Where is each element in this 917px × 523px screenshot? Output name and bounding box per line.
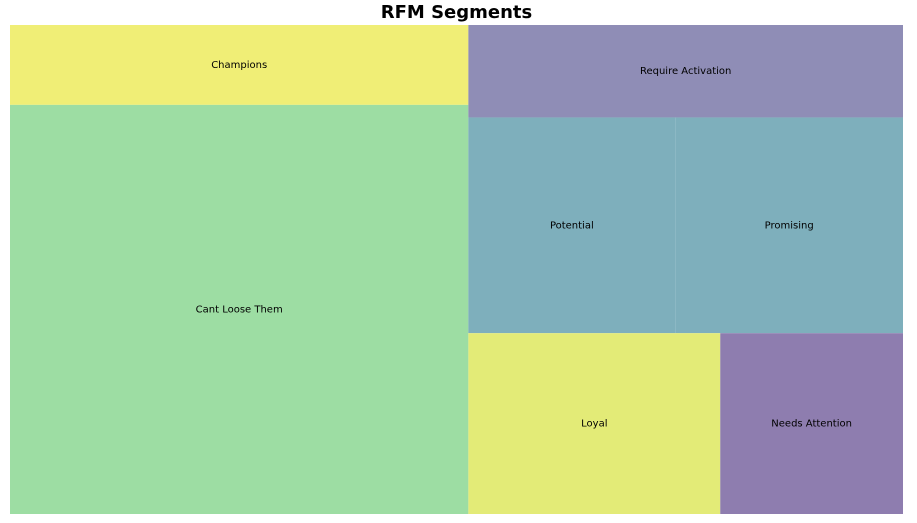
tile-loyal xyxy=(468,333,721,514)
tile-label-loyal: Loyal xyxy=(581,419,607,430)
chart-title: RFM Segments xyxy=(380,2,533,23)
tile-potential xyxy=(468,117,676,334)
tile-champions xyxy=(10,25,469,105)
tile-label-needs-attention: Needs Attention xyxy=(771,419,852,430)
tile-label-require-activation: Require Activation xyxy=(640,66,731,77)
tile-promising xyxy=(675,117,903,334)
tile-require-activation xyxy=(468,25,903,118)
tile-label-promising: Promising xyxy=(765,220,814,231)
tile-label-champions: Champions xyxy=(211,60,267,71)
tile-needs-attention xyxy=(720,333,903,514)
tile-cant-loose-them xyxy=(10,104,469,514)
tile-label-potential: Potential xyxy=(550,220,594,231)
tile-label-cant-loose-them: Cant Loose Them xyxy=(196,304,283,315)
